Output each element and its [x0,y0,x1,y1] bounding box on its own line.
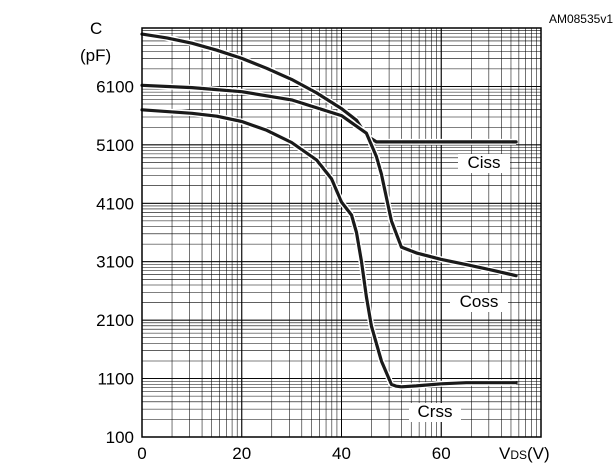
x-tick-label: 40 [332,444,351,463]
x-tick-labels: 0 20 40 60 [137,444,450,463]
y-tick-label: 5100 [96,136,134,155]
x-axis-label-main: V [499,444,511,463]
plot-frame [141,27,542,438]
y-tick-label: 3100 [96,253,134,272]
curve-ciss [140,32,518,144]
x-tick-label: 0 [137,444,146,463]
figure-code: AM08535v1 [549,12,613,26]
curve-crss [140,108,518,389]
x-tick-label: 20 [232,444,251,463]
x-axis-label-sub: DS [510,448,527,462]
y-tick-label: 4100 [96,194,134,213]
y-tick-label: 1100 [97,370,134,389]
chart-curve-labels: Ciss Coss Crss [409,153,510,422]
curve-label-bg-coss [450,293,508,312]
y-tick-label: 100 [106,428,134,447]
y-axis-label-unit: (pF) [80,46,111,65]
y-axis-label-symbol: C [90,19,102,38]
y-tick-labels: 100 1100 2100 3100 4100 5100 6100 [96,77,134,447]
x-axis-label-unit: (V) [527,444,550,463]
curve-label-crss: Crss [418,402,453,421]
chart-curves [140,31,518,390]
x-axis-label: VDS(V) [499,444,550,463]
curve-halo-crss [141,106,517,390]
curve-label-bg-crss [409,403,461,422]
curve-label-coss: Coss [460,292,499,311]
x-tick-label: 60 [432,444,451,463]
curve-coss [140,83,518,278]
curve-label-bg-ciss [458,154,510,173]
y-tick-label: 6100 [96,77,134,96]
curve-label-ciss: Ciss [467,153,500,172]
y-tick-label: 2100 [96,311,134,330]
